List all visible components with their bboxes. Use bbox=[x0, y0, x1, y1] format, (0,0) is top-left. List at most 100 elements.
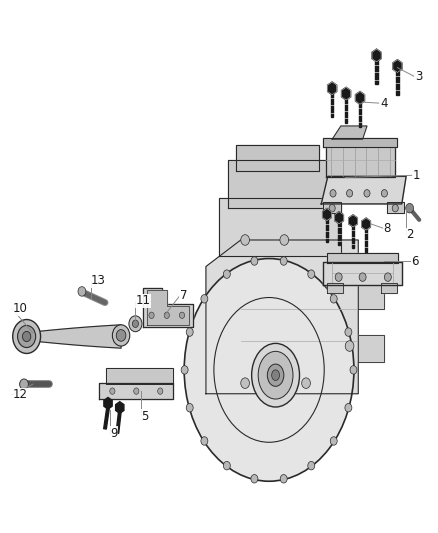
Text: 13: 13 bbox=[91, 274, 106, 287]
Text: 10: 10 bbox=[12, 302, 27, 316]
Circle shape bbox=[186, 328, 193, 336]
Circle shape bbox=[113, 325, 130, 346]
Circle shape bbox=[110, 388, 115, 394]
Polygon shape bbox=[327, 253, 398, 263]
Circle shape bbox=[149, 312, 154, 318]
Polygon shape bbox=[327, 284, 343, 293]
Ellipse shape bbox=[272, 370, 279, 381]
Circle shape bbox=[134, 388, 139, 394]
Circle shape bbox=[180, 312, 185, 318]
Polygon shape bbox=[116, 412, 121, 433]
Circle shape bbox=[158, 388, 163, 394]
Circle shape bbox=[330, 295, 337, 303]
Text: 3: 3 bbox=[415, 70, 422, 83]
Polygon shape bbox=[338, 223, 340, 245]
Text: 2: 2 bbox=[406, 228, 413, 241]
Circle shape bbox=[241, 378, 250, 389]
Polygon shape bbox=[332, 126, 367, 139]
Circle shape bbox=[186, 403, 193, 412]
Circle shape bbox=[78, 287, 86, 296]
Circle shape bbox=[201, 295, 208, 303]
Circle shape bbox=[20, 379, 28, 390]
Circle shape bbox=[251, 474, 258, 483]
Polygon shape bbox=[147, 290, 188, 325]
Circle shape bbox=[346, 190, 353, 197]
Polygon shape bbox=[116, 402, 124, 414]
Polygon shape bbox=[387, 202, 404, 214]
Polygon shape bbox=[375, 61, 378, 84]
Text: 8: 8 bbox=[384, 222, 391, 235]
Circle shape bbox=[18, 326, 35, 348]
Polygon shape bbox=[393, 60, 402, 72]
Circle shape bbox=[13, 319, 41, 353]
Circle shape bbox=[350, 366, 357, 374]
Circle shape bbox=[280, 474, 287, 483]
Text: 12: 12 bbox=[12, 389, 27, 401]
Polygon shape bbox=[328, 82, 337, 95]
Text: 9: 9 bbox=[110, 427, 118, 440]
Circle shape bbox=[330, 190, 336, 197]
Polygon shape bbox=[331, 93, 333, 117]
Polygon shape bbox=[104, 408, 110, 429]
Circle shape bbox=[385, 273, 391, 281]
Ellipse shape bbox=[258, 351, 293, 399]
Circle shape bbox=[132, 320, 138, 327]
Circle shape bbox=[345, 328, 352, 336]
Polygon shape bbox=[356, 92, 364, 104]
Circle shape bbox=[164, 312, 170, 318]
Polygon shape bbox=[323, 208, 331, 221]
Ellipse shape bbox=[184, 259, 354, 481]
Polygon shape bbox=[321, 176, 406, 204]
Circle shape bbox=[22, 332, 31, 342]
Polygon shape bbox=[237, 144, 319, 171]
Polygon shape bbox=[381, 284, 397, 293]
Circle shape bbox=[302, 378, 311, 389]
Polygon shape bbox=[352, 226, 354, 248]
Circle shape bbox=[280, 257, 287, 265]
Circle shape bbox=[345, 403, 352, 412]
Polygon shape bbox=[323, 138, 397, 147]
Circle shape bbox=[223, 462, 230, 470]
Circle shape bbox=[280, 235, 289, 245]
Polygon shape bbox=[27, 325, 121, 348]
Polygon shape bbox=[345, 99, 347, 123]
Circle shape bbox=[335, 273, 342, 281]
Circle shape bbox=[329, 205, 335, 212]
Polygon shape bbox=[104, 398, 112, 409]
Polygon shape bbox=[372, 49, 381, 62]
Circle shape bbox=[241, 235, 250, 245]
Polygon shape bbox=[219, 198, 341, 256]
Polygon shape bbox=[325, 146, 395, 177]
Circle shape bbox=[251, 257, 258, 265]
Polygon shape bbox=[358, 277, 385, 309]
Circle shape bbox=[364, 190, 370, 197]
Polygon shape bbox=[359, 103, 361, 127]
Polygon shape bbox=[323, 202, 341, 214]
Circle shape bbox=[116, 329, 126, 341]
Ellipse shape bbox=[252, 343, 300, 407]
Polygon shape bbox=[358, 335, 385, 362]
Polygon shape bbox=[228, 160, 328, 208]
Ellipse shape bbox=[267, 364, 284, 386]
Polygon shape bbox=[396, 71, 399, 95]
Polygon shape bbox=[362, 218, 371, 230]
Text: 5: 5 bbox=[141, 409, 148, 423]
Circle shape bbox=[129, 316, 142, 332]
Circle shape bbox=[201, 437, 208, 445]
Circle shape bbox=[223, 270, 230, 278]
Polygon shape bbox=[326, 220, 328, 242]
Polygon shape bbox=[323, 262, 402, 285]
Polygon shape bbox=[206, 240, 358, 394]
Text: 1: 1 bbox=[413, 169, 420, 182]
Circle shape bbox=[308, 270, 315, 278]
Polygon shape bbox=[99, 383, 173, 399]
Circle shape bbox=[345, 341, 354, 351]
Polygon shape bbox=[143, 288, 193, 327]
Circle shape bbox=[381, 190, 388, 197]
Polygon shape bbox=[335, 212, 343, 224]
Circle shape bbox=[308, 462, 315, 470]
Polygon shape bbox=[342, 87, 350, 100]
Polygon shape bbox=[349, 215, 357, 227]
Text: 7: 7 bbox=[180, 289, 187, 302]
Polygon shape bbox=[365, 229, 367, 252]
